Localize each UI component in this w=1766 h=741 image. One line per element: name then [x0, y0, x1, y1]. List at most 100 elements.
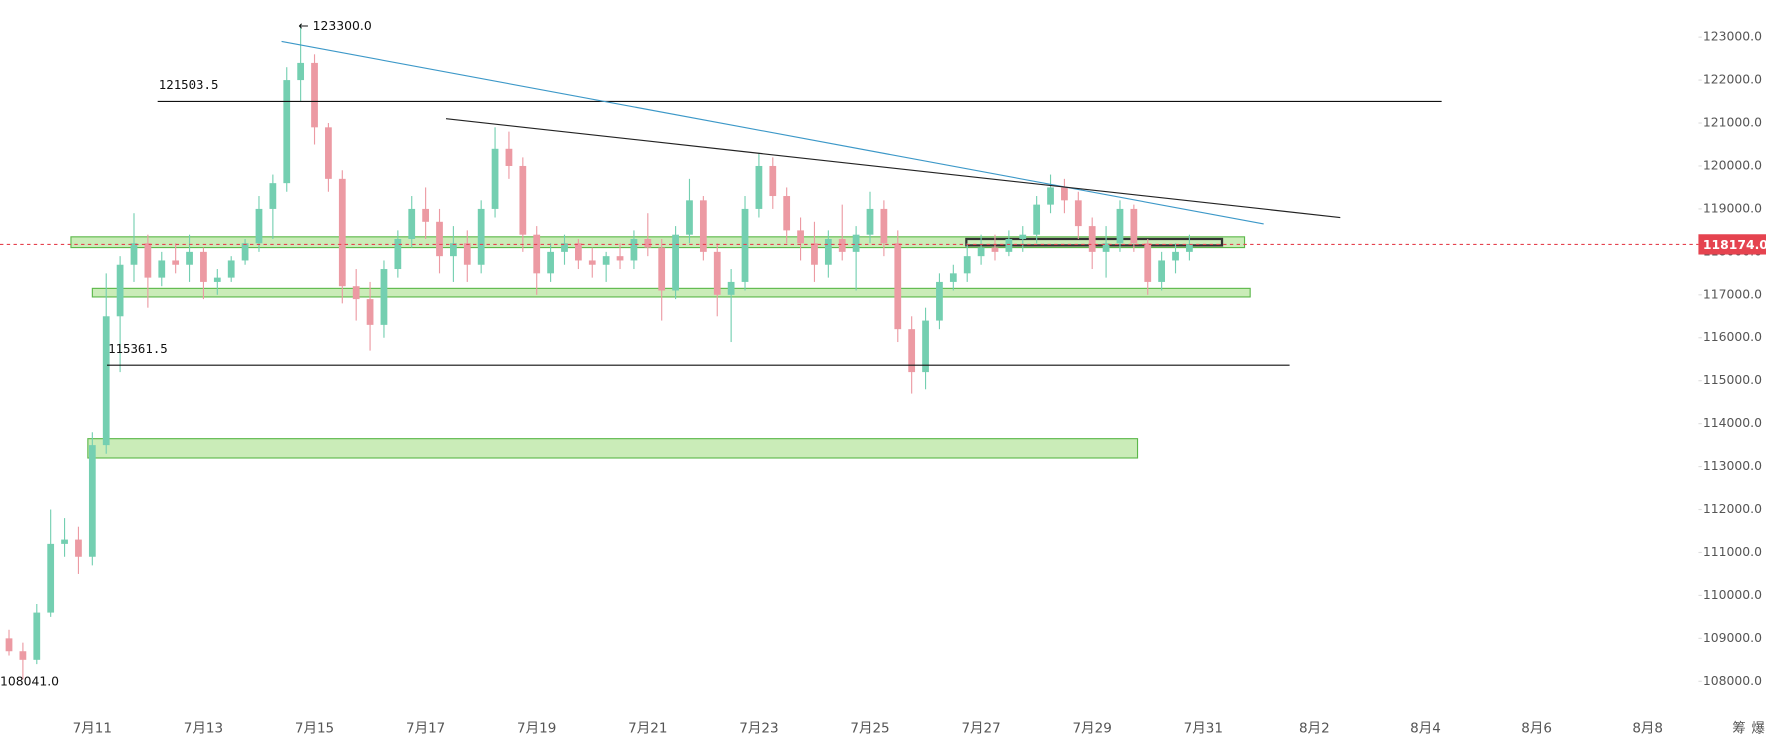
candle-body: [61, 539, 68, 544]
candle-body: [894, 243, 902, 330]
candle-body: [283, 80, 291, 184]
candle-body: [755, 165, 763, 209]
candle-body: [200, 251, 207, 282]
candle-body: [172, 260, 180, 265]
candle-body: [436, 221, 443, 257]
y-tick-label: 121000.0: [1703, 116, 1762, 130]
candle-body: [19, 651, 27, 660]
candle-body: [949, 273, 957, 282]
candle-body: [769, 165, 777, 197]
candle-body: [1074, 200, 1082, 227]
candle-body: [824, 238, 832, 265]
x-tick-label: 8月6: [1521, 721, 1552, 737]
candle-body: [227, 260, 235, 278]
y-tick-label: 115000.0: [1703, 373, 1762, 387]
candle-body: [311, 62, 318, 128]
candle-body: [699, 200, 707, 252]
candle-body: [1033, 204, 1041, 235]
y-tick-label: 120000.0: [1703, 158, 1762, 172]
candle-body: [963, 256, 971, 274]
candle-body: [5, 638, 13, 652]
candle-body: [325, 127, 332, 179]
y-tick-label: 122000.0: [1703, 73, 1762, 87]
candle-body: [144, 243, 152, 278]
candle-body: [213, 277, 221, 282]
zone: [87, 438, 1139, 459]
candle-body: [297, 62, 305, 81]
candle-body: [47, 543, 55, 613]
y-tick-label: 112000.0: [1703, 502, 1762, 516]
candle-body: [269, 183, 277, 209]
candle-body: [922, 320, 929, 373]
candle-body: [75, 539, 82, 557]
candle-body: [158, 260, 166, 278]
x-tick-label: 8月2: [1299, 721, 1330, 737]
y-tick-label: 109000.0: [1703, 631, 1762, 645]
candle-body: [811, 243, 818, 265]
candle-body: [338, 178, 346, 287]
line-label: 115361.5: [108, 342, 168, 356]
zone: [70, 236, 1246, 249]
y-tick-label: 117000.0: [1703, 287, 1762, 301]
candle-body: [880, 208, 888, 244]
candle-body: [616, 256, 624, 261]
candle-body: [991, 247, 999, 252]
candle-body: [394, 238, 402, 270]
x-tick-label: 7月15: [295, 721, 334, 737]
candle-body: [380, 269, 388, 325]
candle-body: [1005, 238, 1013, 252]
candle-body: [1102, 243, 1110, 252]
candle-body: [477, 208, 485, 265]
y-tick-label: 119000.0: [1703, 201, 1762, 215]
candle-body: [783, 196, 791, 231]
candle-body: [588, 260, 596, 265]
candle-body: [88, 445, 96, 557]
candle-body: [644, 238, 652, 248]
candle-body: [366, 299, 374, 325]
candle-body: [686, 200, 693, 235]
last-price-box: [1698, 234, 1766, 255]
candle-body: [505, 148, 513, 166]
candle-body: [908, 329, 916, 373]
candle-body: [102, 316, 110, 446]
candle-body: [866, 208, 874, 235]
candle-body: [713, 251, 721, 295]
y-tick-label: 113000.0: [1703, 459, 1762, 473]
trend-line: [445, 118, 1341, 219]
toolbar-icon: 爆: [1751, 721, 1765, 737]
y-tick-label: 114000.0: [1703, 416, 1762, 430]
candle-body: [1172, 251, 1179, 261]
candle-body: [463, 243, 471, 265]
candle-body: [672, 234, 679, 291]
candle-body: [1144, 243, 1152, 282]
candle-body: [574, 243, 582, 261]
zone: [91, 287, 1251, 298]
toolbar-icon: 筹: [1732, 720, 1746, 737]
x-tick-label: 7月13: [184, 721, 223, 737]
x-tick-label: 8月4: [1410, 721, 1441, 737]
candle-body: [1158, 260, 1166, 282]
candle-body: [450, 243, 457, 257]
y-tick-label: 110000.0: [1703, 588, 1762, 602]
candle-body: [1061, 187, 1068, 201]
candle-body: [1047, 187, 1054, 205]
y-tick-label: 116000.0: [1703, 330, 1762, 344]
x-tick-label: 7月27: [961, 721, 1000, 737]
candle-body: [630, 238, 638, 261]
y-tick-label: 108000.0: [1703, 674, 1762, 688]
x-tick-label: 7月21: [628, 721, 667, 737]
candle-body: [491, 148, 499, 209]
candle-body: [838, 238, 846, 252]
last-price-label: 118174.0: [1703, 238, 1766, 252]
candle-body: [186, 251, 193, 265]
candle-body: [422, 208, 429, 222]
low-marker: 108041.0: [0, 674, 59, 688]
y-tick-label: 123000.0: [1703, 30, 1762, 44]
candle-body: [741, 208, 749, 282]
candle-body: [602, 256, 610, 265]
candle-body: [33, 612, 41, 660]
candle-body: [1019, 234, 1027, 239]
x-tick-label: 7月31: [1184, 721, 1223, 737]
x-tick-label: 7月25: [850, 721, 889, 737]
